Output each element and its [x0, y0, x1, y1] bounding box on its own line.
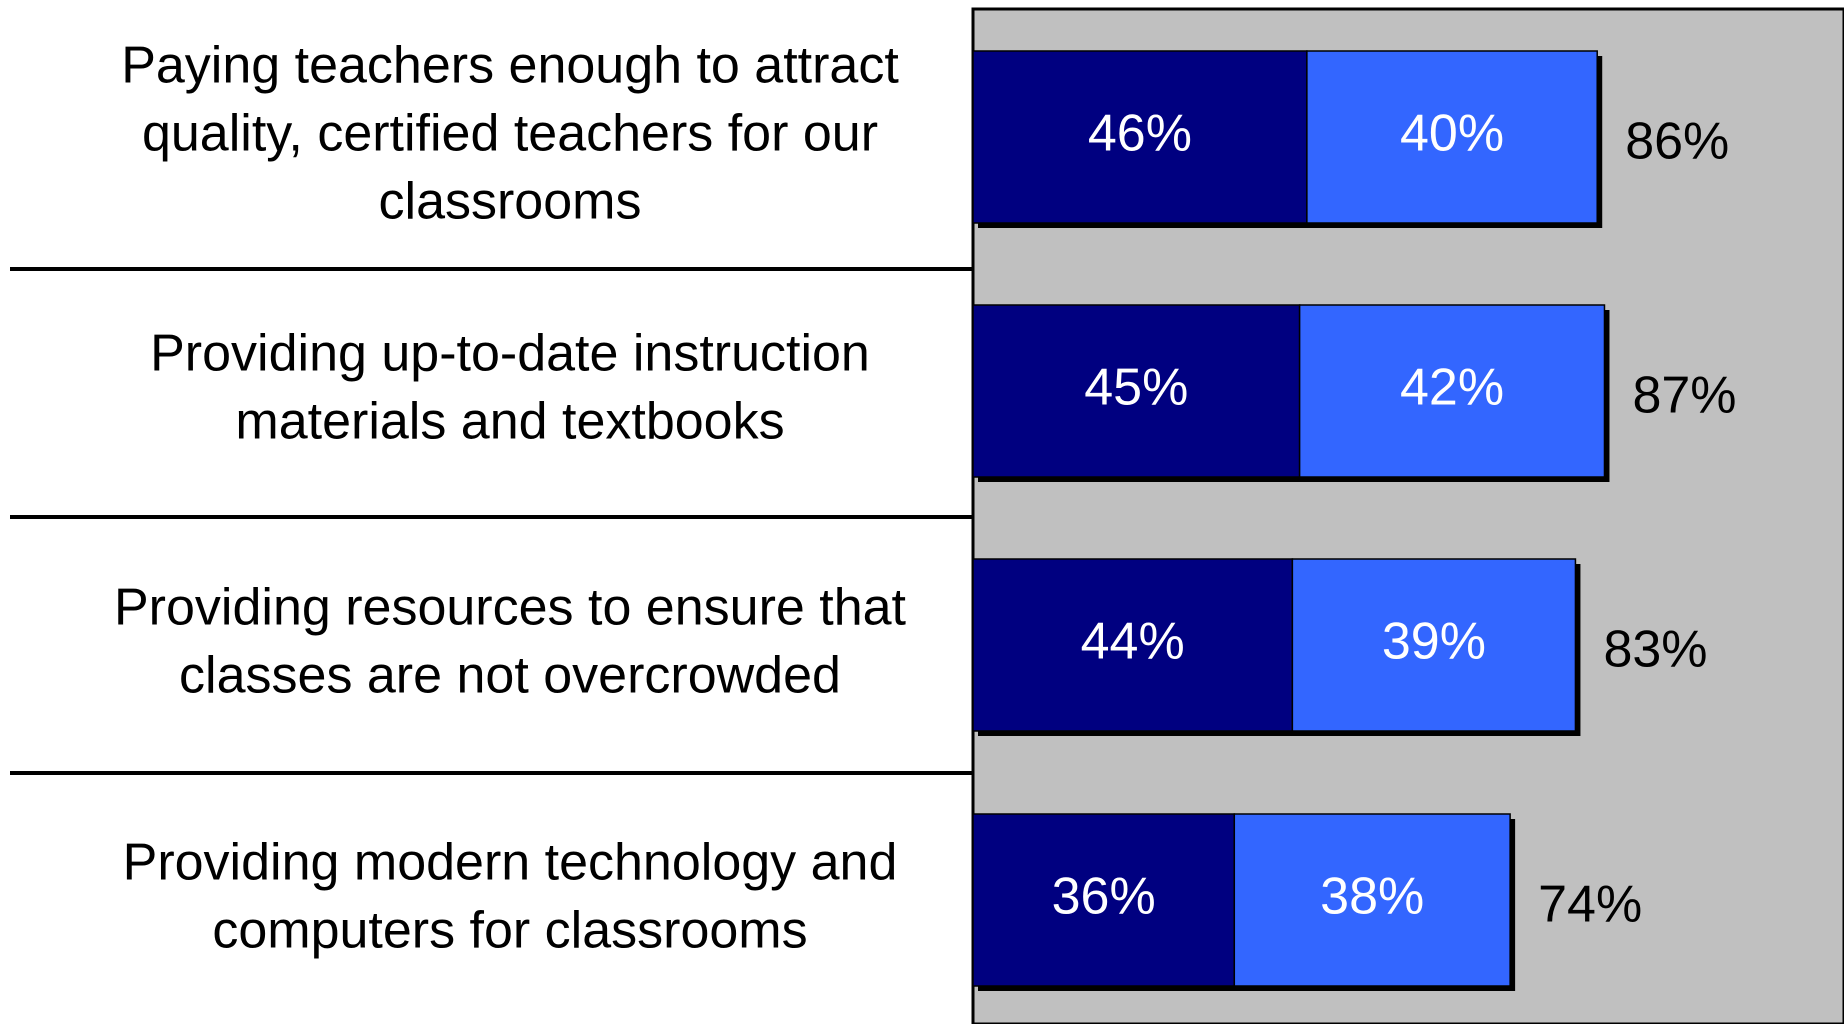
value-label: 38%: [1320, 868, 1424, 926]
category-label: Providing up-to-date instruction: [150, 325, 870, 383]
total-label: 86%: [1625, 113, 1729, 171]
category-label: classrooms: [379, 173, 642, 231]
bar-segment: [972, 50, 1308, 224]
bar-segment: [972, 558, 1294, 732]
bar-segment: [1306, 50, 1598, 224]
value-label: 39%: [1382, 613, 1486, 671]
total-label: 83%: [1603, 621, 1707, 679]
category-label: classes are not overcrowded: [179, 647, 841, 705]
category-label: quality, certified teachers for our: [142, 105, 878, 163]
category-label: Paying teachers enough to attract: [121, 37, 899, 95]
bar-segment: [972, 304, 1301, 478]
bar-segment: [1233, 813, 1511, 987]
value-label: 46%: [1088, 105, 1192, 163]
value-label: 45%: [1084, 359, 1188, 417]
bar-segment: [972, 813, 1236, 987]
bar-segment: [1298, 304, 1606, 478]
category-label: computers for classrooms: [212, 902, 807, 960]
value-label: 36%: [1052, 868, 1156, 926]
total-label: 87%: [1632, 367, 1736, 425]
value-label: 44%: [1081, 613, 1185, 671]
value-label: 40%: [1400, 105, 1504, 163]
category-label: Providing modern technology and: [123, 834, 898, 892]
category-label: Providing resources to ensure that: [114, 579, 907, 637]
bar-segment: [1291, 558, 1577, 732]
value-label: 42%: [1400, 359, 1504, 417]
category-label: materials and textbooks: [235, 393, 784, 451]
total-label: 74%: [1538, 876, 1642, 934]
